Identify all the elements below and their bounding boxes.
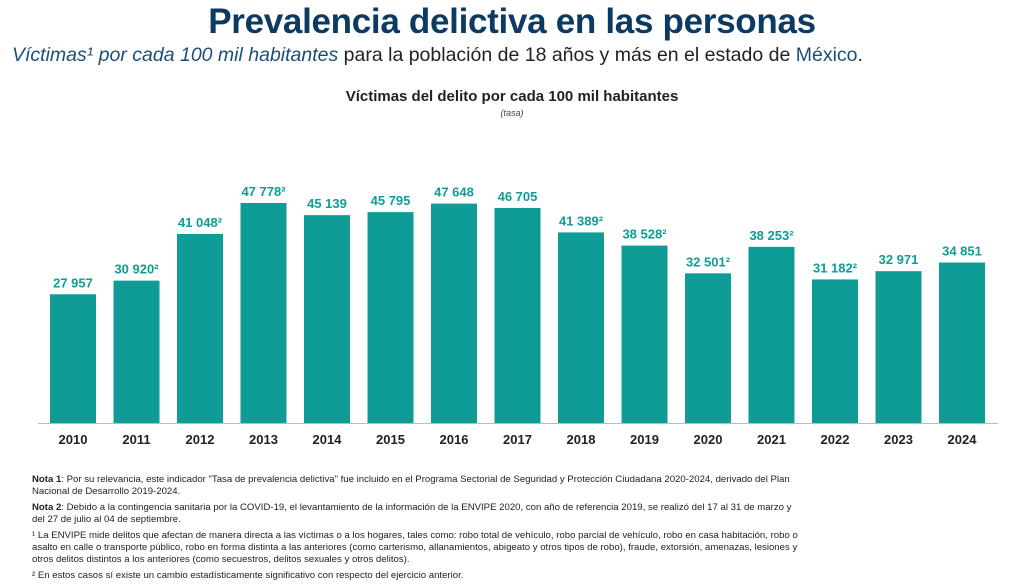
data-label: 47 778² — [241, 184, 286, 199]
x-tick-label: 2011 — [122, 432, 150, 447]
bar-2014 — [304, 215, 350, 423]
bar-2012 — [177, 233, 223, 423]
bar-2019 — [621, 245, 668, 423]
x-tick-label: 2010 — [59, 432, 88, 447]
data-label: 41 389² — [559, 213, 604, 228]
bar-2011 — [113, 280, 160, 423]
bar-2024 — [939, 262, 985, 423]
bar-2021 — [748, 246, 795, 423]
bar-2013 — [240, 203, 287, 423]
bar-2015 — [367, 212, 414, 423]
x-tick-label: 2018 — [567, 432, 596, 447]
data-label: 32 971 — [879, 252, 919, 267]
note-text: : Por su relevancia, este indicador "Tas… — [32, 474, 790, 498]
bar-chart: 27 957 2010 30 920² 2011 41 048² 2012 47 778² 2… — [38, 184, 998, 447]
x-tick-label: 2012 — [186, 432, 215, 447]
subtitle-rest: para la población de 18 años y más en el… — [338, 44, 796, 66]
subtitle-end: . — [857, 44, 863, 66]
x-tick-label: 2022 — [821, 432, 850, 447]
data-label: 27 957 — [53, 275, 93, 290]
subtitle-italic: Víctimas¹ por cada 100 mil habitantes — [12, 44, 339, 66]
data-label: 47 648 — [434, 185, 474, 200]
subtitle-state: México — [795, 44, 858, 66]
data-label: 41 048² — [178, 215, 223, 230]
x-tick-label: 2017 — [503, 432, 532, 447]
x-tick-label: 2020 — [694, 432, 723, 447]
bar-2023 — [875, 271, 922, 423]
data-label: 34 851 — [942, 244, 982, 259]
note-1: Nota 1: Por su relevancia, este indicado… — [32, 474, 802, 499]
page-subtitle: Víctimas¹ por cada 100 mil habitantes pa… — [12, 44, 863, 67]
bar-2022 — [812, 279, 858, 423]
data-label: 38 253² — [749, 228, 794, 243]
x-tick-label: 2019 — [630, 432, 659, 447]
bar-2017 — [494, 207, 541, 423]
bar-2020 — [685, 273, 731, 423]
note-label: Nota 2 — [32, 501, 62, 513]
data-label: 30 920² — [114, 262, 159, 277]
x-tick-label: 2024 — [948, 432, 978, 447]
footnotes: Nota 1: Por su relevancia, este indicado… — [32, 474, 802, 585]
x-tick-label: 2013 — [249, 432, 278, 447]
footnote-1: ¹ La ENVIPE mide delitos que afectan de … — [32, 529, 798, 566]
page-title: Prevalencia delictiva en las personas — [208, 2, 816, 41]
bar-2018 — [558, 232, 604, 423]
footnote-2: ² En estos casos sí existe un cambio est… — [32, 569, 464, 581]
bar-2016 — [431, 203, 477, 423]
note-2: Nota 2: Debido a la contingencia sanitar… — [32, 502, 802, 527]
bar-2010 — [50, 294, 96, 423]
x-tick-label: 2015 — [376, 432, 405, 447]
chart-title: Víctimas del delito por cada 100 mil hab… — [345, 88, 679, 105]
note-label: Nota 1 — [32, 474, 62, 485]
data-label: 45 139 — [307, 196, 347, 211]
x-tick-label: 2021 — [757, 432, 786, 447]
chart-subtitle: (tasa) — [500, 108, 524, 118]
data-label: 31 182² — [813, 260, 858, 275]
x-tick-label: 2016 — [440, 432, 469, 447]
data-label: 32 501² — [686, 254, 731, 269]
note-text: : Debido a la contingencia sanitaria por… — [32, 501, 792, 526]
data-label: 46 705 — [498, 189, 538, 204]
x-tick-label: 2023 — [884, 432, 913, 447]
data-label: 38 528² — [622, 227, 667, 242]
x-tick-label: 2014 — [313, 432, 343, 447]
data-label: 45 795 — [371, 193, 411, 208]
